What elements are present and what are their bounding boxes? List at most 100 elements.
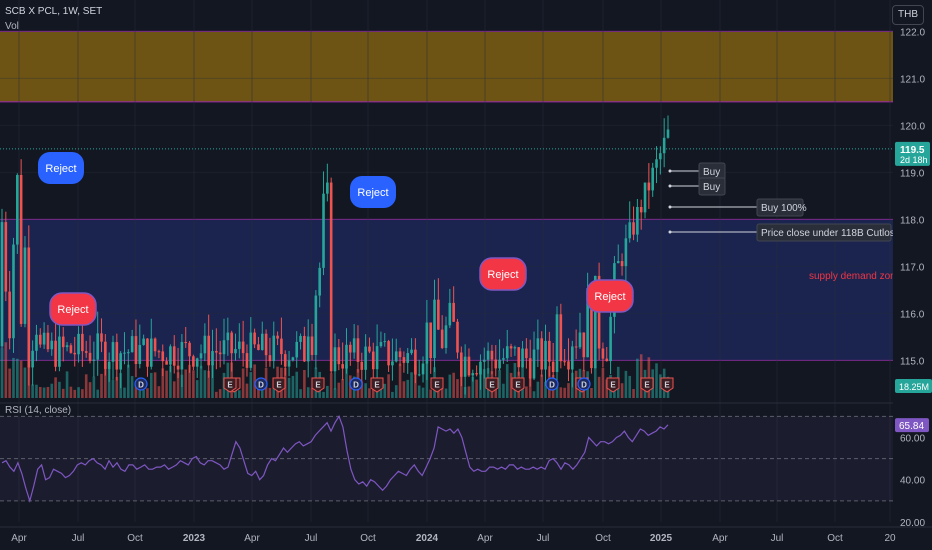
candle-body: [119, 353, 122, 370]
volume-bar: [299, 389, 302, 398]
price-tick-label: 121.0: [900, 74, 925, 85]
candle-body: [417, 374, 421, 376]
reject-text: Reject: [357, 187, 388, 199]
candle-body: [494, 359, 498, 369]
rsi-value-label: 65.84: [899, 421, 924, 432]
candle-body: [215, 351, 218, 353]
rsi-legend[interactable]: RSI (14, close): [5, 405, 72, 416]
candle-body: [490, 350, 494, 360]
reject-text: Reject: [487, 269, 518, 281]
time-tick-label: Oct: [360, 533, 376, 544]
candle-body: [647, 182, 651, 191]
volume-bar: [188, 364, 191, 398]
volume-bar: [559, 387, 563, 398]
time-tick-label: 2025: [650, 533, 673, 544]
candle-body: [161, 351, 165, 362]
candle-body: [414, 349, 417, 375]
volume-bar: [295, 371, 299, 398]
candle-body: [4, 222, 8, 292]
time-tick-label: Oct: [595, 533, 611, 544]
candle-body: [620, 261, 624, 267]
candle-body: [272, 335, 276, 362]
volume-bar: [12, 357, 15, 398]
candle-body: [337, 347, 341, 365]
volume-bar: [605, 379, 609, 398]
volume-bar: [544, 381, 547, 398]
candle-body: [398, 351, 402, 358]
rsi-line: [1, 414, 669, 504]
candle-body: [0, 222, 4, 347]
candle-body: [444, 325, 448, 348]
currency-button[interactable]: THB: [892, 5, 924, 25]
volume-bar: [218, 389, 222, 398]
buy-label-1: Buy: [703, 167, 720, 178]
candle-body: [169, 346, 172, 365]
candle-body: [192, 356, 195, 367]
volume-bar: [199, 365, 203, 398]
volume-bar: [211, 362, 214, 398]
volume-bar: [291, 375, 295, 398]
supply-demand-zone-label: supply demand zone: [809, 271, 902, 282]
candle-body: [107, 361, 111, 369]
countdown-label: 2d 18h: [900, 155, 928, 165]
volume-bar: [475, 379, 478, 398]
volume-bar: [620, 383, 624, 398]
symbol-legend[interactable]: SCB X PCL, 1W, SET: [5, 6, 103, 17]
volume-bar: [467, 386, 471, 398]
volume-bar: [525, 386, 528, 398]
volume-bar: [35, 384, 38, 398]
event-earnings-marker: [311, 377, 325, 393]
time-tick-label: Apr: [712, 533, 728, 544]
buy-100-label: Buy 100%: [761, 203, 807, 214]
event-dividend-marker: [349, 377, 363, 391]
candle-body: [230, 332, 233, 354]
volume-bar: [632, 389, 635, 398]
candle-body: [624, 238, 628, 267]
volume-bar: [410, 372, 413, 398]
candle-body: [383, 341, 387, 343]
candle-body: [356, 338, 360, 362]
volume-bar: [111, 379, 115, 398]
volume-bar: [555, 383, 559, 398]
candle-body: [77, 333, 80, 355]
candle-body: [50, 340, 54, 350]
event-label: E: [276, 381, 282, 390]
candle-body: [467, 356, 471, 376]
volume-bar: [494, 389, 498, 398]
candle-body: [27, 247, 31, 368]
candle-body: [509, 346, 513, 349]
volume-bar: [195, 380, 199, 398]
volume-bar: [50, 383, 54, 398]
candle-body: [88, 352, 92, 361]
time-tick-label: Jul: [771, 533, 784, 544]
volume-bar: [69, 386, 73, 398]
volume-bar: [329, 373, 333, 398]
candle-body: [475, 373, 478, 375]
event-earnings-marker: [606, 377, 620, 393]
candle-body: [84, 351, 88, 353]
candle-body: [38, 334, 42, 345]
volume-legend[interactable]: Vol: [5, 21, 19, 32]
candle-body: [19, 175, 23, 324]
volume-bar: [287, 377, 291, 398]
volume-bar: [406, 379, 410, 398]
volume-bar: [498, 370, 501, 398]
candle-body: [505, 346, 509, 359]
event-label: E: [610, 381, 616, 390]
candle-body: [571, 346, 574, 370]
candle-body: [437, 299, 440, 330]
candle-body: [42, 332, 46, 345]
volume-bar: [368, 388, 371, 398]
candle-body: [134, 336, 138, 364]
candle-body: [425, 322, 429, 364]
volume-bar: [268, 387, 272, 398]
volume-bar: [130, 376, 134, 398]
volume-bar: [88, 382, 92, 398]
candle-body: [165, 361, 168, 365]
volume-bar: [482, 369, 486, 398]
event-label: E: [434, 381, 440, 390]
event-label: E: [374, 381, 380, 390]
candle-body: [245, 353, 249, 368]
volume-bar: [437, 389, 440, 398]
